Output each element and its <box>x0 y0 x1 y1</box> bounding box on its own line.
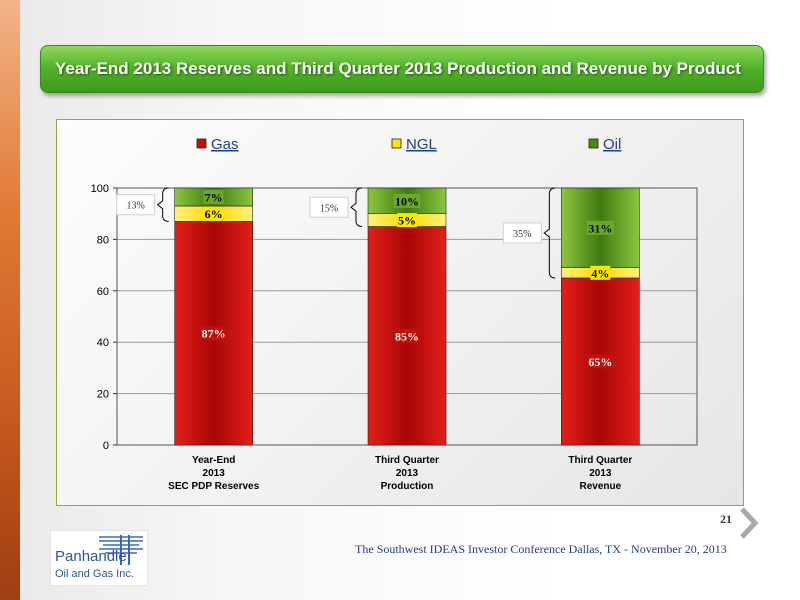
data-label-bg <box>203 206 224 221</box>
bracket-label: 13% <box>126 201 144 212</box>
company-logo: Panhandle Oil and Gas Inc. <box>50 530 148 586</box>
data-label-bg <box>203 189 224 204</box>
legend-swatch-gas <box>196 138 207 149</box>
logo-subtitle: Oil and Gas Inc. <box>55 568 134 580</box>
data-label-bg <box>393 193 421 208</box>
category-label: Third Quarter <box>375 455 439 466</box>
category-label: Production <box>381 481 434 492</box>
bracket <box>543 187 556 279</box>
category-label: 2013 <box>203 468 226 479</box>
data-label: 4% <box>591 266 609 280</box>
stacked-bar-chart: 0 20 40 60 80 100 87% 6% 7% Year-End 2013 SEC PDP … <box>91 136 698 492</box>
bracket-box <box>502 222 542 244</box>
data-label: 10% <box>395 194 419 208</box>
bracket-box <box>309 196 349 218</box>
chart-frame: 0 20 40 60 80 100 87% 6% 7% Year-End 2013 SEC PDP … <box>56 119 744 506</box>
data-label: 85% <box>395 329 419 343</box>
data-label-bg <box>590 265 611 280</box>
y-tick-label: 20 <box>97 389 109 401</box>
category-label: Year-End <box>192 455 235 466</box>
slide-title: Year-End 2013 Reserves and Third Quarter… <box>55 59 741 78</box>
y-tick-label: 0 <box>103 440 109 452</box>
category-label: 2013 <box>589 468 612 479</box>
data-label-bg <box>200 326 228 341</box>
page-number: 21 <box>720 512 732 526</box>
data-label-bg <box>586 220 614 235</box>
title-banner: Year-End 2013 Reserves and Third Quarter… <box>40 45 764 93</box>
legend-label-gas: Gas <box>211 136 239 153</box>
bracket <box>156 187 169 222</box>
legend-label-oil: Oil <box>603 136 621 153</box>
data-label: 6% <box>205 207 223 221</box>
y-tick-label: 100 <box>91 183 109 195</box>
y-tick-label: 60 <box>97 286 109 298</box>
legend-swatch-ngl <box>391 138 402 149</box>
category-label: SEC PDP Reserves <box>168 481 259 492</box>
data-label: 65% <box>588 355 612 369</box>
bracket <box>350 187 363 228</box>
data-label: 87% <box>202 327 226 341</box>
data-label-bg <box>393 328 421 343</box>
bracket-box <box>116 194 156 216</box>
category-label: 2013 <box>396 468 419 479</box>
logo-name: Panhandle <box>55 548 127 565</box>
y-tick-label: 80 <box>97 234 109 246</box>
bracket-label: 15% <box>320 203 338 214</box>
category-label: Revenue <box>579 481 621 492</box>
y-tick-label: 40 <box>97 337 109 349</box>
data-label: 7% <box>205 190 223 204</box>
category-label: Third Quarter <box>568 455 632 466</box>
left-accent-bar <box>0 0 20 600</box>
bracket-label: 35% <box>513 229 531 240</box>
data-label-bg <box>397 213 417 228</box>
legend-swatch-oil <box>588 138 599 149</box>
data-label-bg <box>586 354 614 369</box>
data-label: 5% <box>398 214 416 228</box>
data-label: 31% <box>588 221 612 235</box>
next-chevron-icon[interactable] <box>738 506 760 540</box>
footer-text: The Southwest IDEAS Investor Conference … <box>355 542 727 556</box>
legend-label-ngl: NGL <box>406 136 437 153</box>
